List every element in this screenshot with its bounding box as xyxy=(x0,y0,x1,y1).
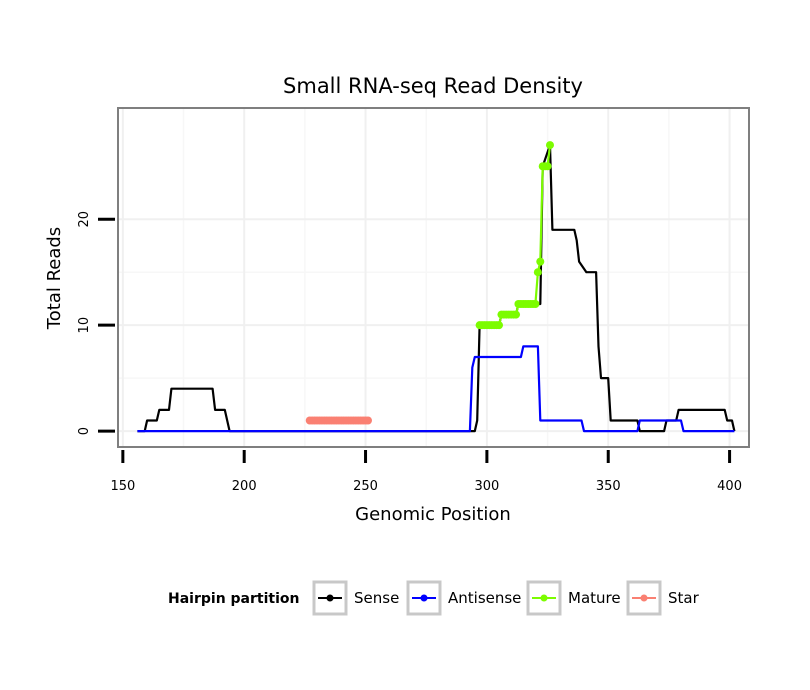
x-tick-label: 200 xyxy=(232,479,257,494)
y-tick-label: 10 xyxy=(77,317,92,334)
legend-label: Antisense xyxy=(448,589,521,607)
legend: Hairpin partition Sense Antisense Mature St… xyxy=(168,580,700,616)
legend-title: Hairpin partition xyxy=(168,591,299,607)
mature-point xyxy=(545,141,554,150)
legend-label: Star xyxy=(668,589,700,607)
star-point xyxy=(363,416,372,425)
legend-key-point xyxy=(326,594,334,602)
y-tick-label: 0 xyxy=(77,427,92,435)
x-tick-label: 150 xyxy=(110,479,135,494)
mature-point xyxy=(536,257,545,266)
mature-point xyxy=(495,321,504,330)
y-axis: 0 10 20 xyxy=(77,211,115,435)
mature-point xyxy=(512,310,521,319)
legend-entries: Sense Antisense Mature Star xyxy=(312,580,700,616)
x-tick-label: 300 xyxy=(474,479,499,494)
legend-key-point xyxy=(540,594,548,602)
legend-item-mature: Mature xyxy=(526,580,621,616)
legend-item-star: Star xyxy=(626,580,700,616)
legend-key-point xyxy=(420,594,428,602)
y-tick-label: 20 xyxy=(77,211,92,228)
series-points xyxy=(305,141,554,425)
antisense-line xyxy=(137,345,735,433)
mature-point xyxy=(533,268,542,277)
plot-background xyxy=(118,108,749,447)
x-tick-label: 350 xyxy=(596,479,621,494)
legend-item-antisense: Antisense xyxy=(406,580,521,616)
x-axis: 150 200 250 300 350 400 xyxy=(110,450,742,494)
legend-key-point xyxy=(640,594,648,602)
legend-item-sense: Sense xyxy=(312,580,399,616)
mature-point xyxy=(543,162,552,171)
x-axis-label: Genomic Position xyxy=(355,504,511,525)
y-axis-label: Total Reads xyxy=(44,227,65,330)
plot-border xyxy=(117,107,750,448)
x-tick-label: 400 xyxy=(717,479,742,494)
legend-label: Mature xyxy=(568,589,621,607)
chart-title: Small RNA-seq Read Density xyxy=(283,74,583,98)
mature-point xyxy=(531,299,540,308)
plot-panel xyxy=(117,107,750,448)
legend-label: Sense xyxy=(354,589,399,607)
sense-line xyxy=(137,144,736,433)
x-tick-label: 250 xyxy=(353,479,378,494)
